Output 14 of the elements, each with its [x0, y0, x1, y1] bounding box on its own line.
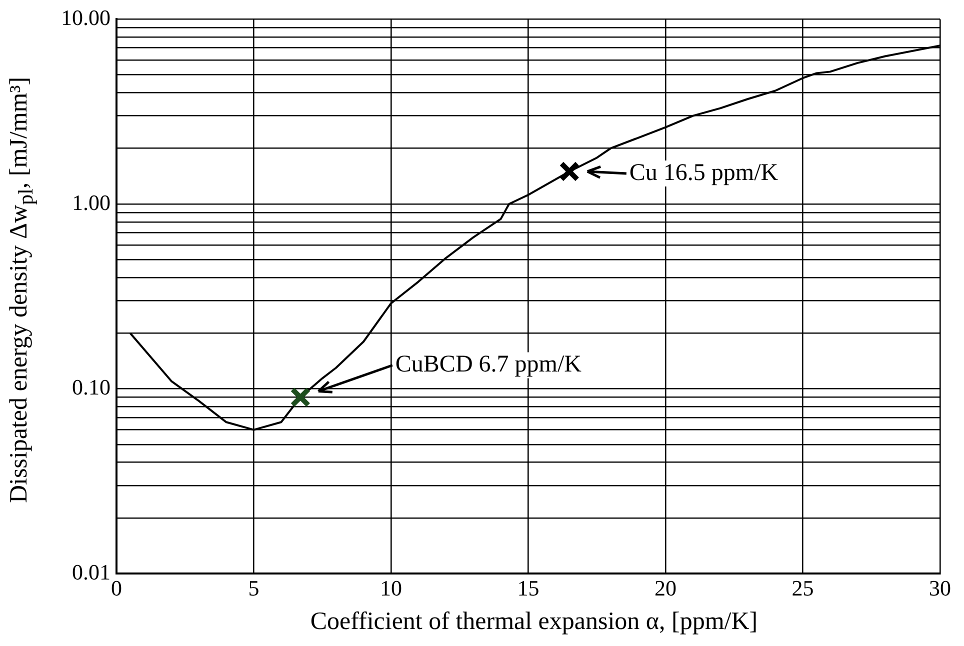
- x-tick-label: 30: [929, 576, 951, 601]
- x-tick-label: 0: [111, 576, 122, 601]
- y-tick-label: 10.00: [61, 4, 110, 30]
- y-tick-label: 0.01: [72, 559, 110, 584]
- x-tick-label: 25: [792, 576, 814, 601]
- x-tick-label: 10: [380, 576, 402, 601]
- x-tick-label: 20: [654, 576, 676, 601]
- x-axis-title: Coefficient of thermal expansion α, [ppm/K]: [309, 608, 759, 636]
- y-tick-label: 1.00: [72, 190, 110, 215]
- x-tick-label: 15: [517, 576, 540, 601]
- annotation: CuBCD 6.7 ppm/K: [395, 352, 582, 378]
- x-tick-label: 5: [248, 576, 260, 601]
- annotation: Cu 16.5 ppm/K: [629, 160, 779, 186]
- y-tick-label: 0.10: [72, 374, 110, 400]
